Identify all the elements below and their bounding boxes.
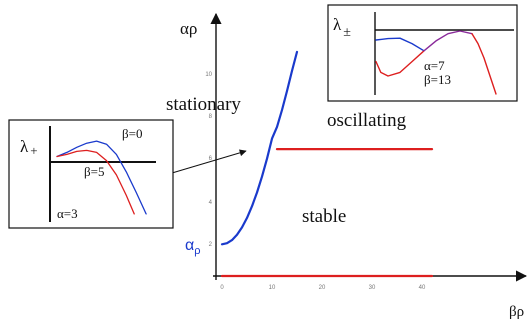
main-series-group bbox=[220, 50, 434, 278]
inset-left-y-label: λ + bbox=[20, 137, 38, 158]
inset-right-y-label: λ ± bbox=[333, 15, 351, 40]
inset-right-lambda: λ bbox=[333, 15, 342, 34]
stable-label: stable bbox=[302, 206, 346, 227]
main-xtick-label: 10 bbox=[269, 285, 276, 291]
main-ytick-label: 10 bbox=[205, 72, 212, 78]
inset-left-series-group bbox=[56, 140, 147, 215]
inset-left-panel: λ + β=0 β=5 α=3 bbox=[8, 119, 174, 229]
main-xtick-label: 30 bbox=[369, 285, 376, 291]
main-xtick-label: 0 bbox=[220, 285, 224, 291]
oscillating-label: oscillating bbox=[327, 110, 407, 131]
series-line-beta-0 bbox=[56, 140, 147, 215]
series-line-tail-red bbox=[471, 33, 497, 95]
inset-left-beta5-label: β=5 bbox=[84, 164, 104, 179]
inset-right-series-group bbox=[375, 30, 497, 95]
main-ytick-label: 6 bbox=[209, 156, 213, 162]
stationary-label: stationary bbox=[166, 94, 241, 115]
alpha-rho-main: α bbox=[185, 237, 194, 254]
inset-right-panel: λ ± α=7 β=13 bbox=[327, 4, 518, 102]
main-ytick-label: 4 bbox=[209, 200, 213, 206]
alpha-rho-subscript: ρ bbox=[194, 245, 200, 257]
inset-left-lambda: λ bbox=[20, 137, 29, 156]
main-x-axis-label: βρ bbox=[509, 304, 524, 320]
series-line-complex-red bbox=[375, 50, 425, 77]
inset-left-frame bbox=[8, 119, 174, 229]
series-line-beta-5 bbox=[56, 149, 135, 215]
inset-right-lambda-sub: ± bbox=[343, 25, 351, 40]
series-line-upper-blue bbox=[375, 37, 425, 52]
main-y-axis-label: αρ bbox=[180, 19, 197, 38]
alpha-rho-marker: αρ bbox=[185, 237, 201, 257]
main-ytick-label: 8 bbox=[209, 114, 213, 120]
main-chart: 0 10 20 30 40 2 4 6 8 10 αρ βρ stationar… bbox=[166, 12, 528, 320]
main-ytick-label: 2 bbox=[209, 242, 213, 248]
series-line-stationary-boundary bbox=[220, 50, 299, 246]
inset-left-lambda-sub: + bbox=[30, 143, 37, 158]
inset-right-beta-label: β=13 bbox=[424, 72, 451, 87]
inset-left-beta0-label: β=0 bbox=[122, 126, 142, 141]
main-xtick-label: 20 bbox=[319, 285, 326, 291]
inset-right-alpha-label: α=7 bbox=[424, 58, 445, 73]
series-line-merged-purple bbox=[423, 30, 473, 52]
pointer-arrow bbox=[171, 149, 247, 174]
inset-left-alpha-label: α=3 bbox=[57, 206, 78, 221]
main-xtick-label: 40 bbox=[419, 285, 426, 291]
